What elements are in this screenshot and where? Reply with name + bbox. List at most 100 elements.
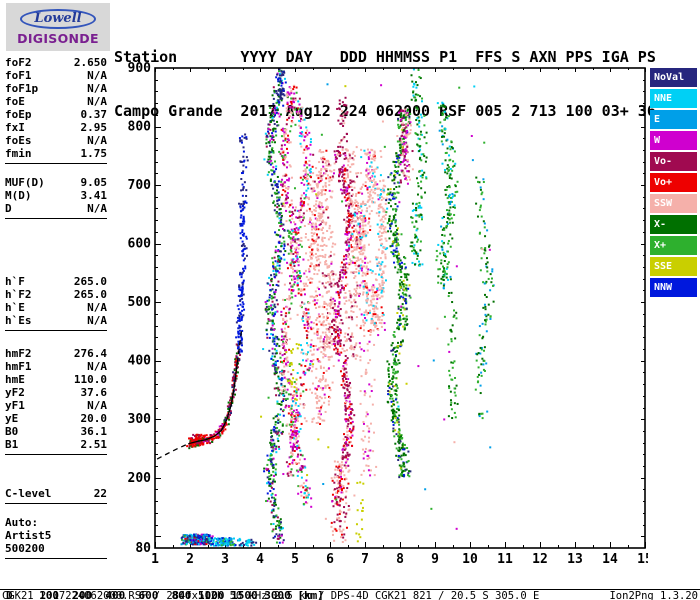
param-row: hmE 110.0 [5,373,107,386]
param-value: N/A [87,134,107,147]
param-row: foE N/A [5,95,107,108]
param-row: fxI 2.95 [5,121,107,134]
param-row: foEs N/A [5,134,107,147]
param-value: 265.0 [73,275,107,288]
param-row: Auto: [5,516,107,529]
param-row: hmF1 N/A [5,360,107,373]
param-row: B1 2.51 [5,438,107,451]
param-value: 265.0 [73,288,107,301]
digisonde-logo: Lowell DIGISONDE [6,3,110,51]
param-value: N/A [87,360,107,373]
param-separator [5,454,107,455]
param-row: fmin 1.75 [5,147,107,160]
d-row: D 100 200 400 600 800 1000 1500 3000 [km… [6,589,324,600]
param-group: C-level 22 [5,487,107,500]
param-label: h`Es [5,314,32,327]
legend-item-vo: Vo- [650,152,697,171]
param-row: C-level 22 [5,487,107,500]
param-value: 20.0 [80,412,108,425]
param-value: N/A [87,301,107,314]
param-label: hmF1 [5,360,32,373]
param-group: h`F 265.0 h`F2 265.0 h`E N/A h`Es N/A [5,275,107,327]
param-group: MUF(D) 9.05 M(D) 3.41 D N/A [5,176,107,215]
param-value: 1.75 [80,147,108,160]
param-label: foF1p [5,82,39,95]
velocity-legend: NoVal NNE E W Vo- Vo+ SSW X- X+ SSE NNW [650,68,697,299]
param-label: h`F2 [5,288,32,301]
param-label: foEs [5,134,32,147]
param-row: D N/A [5,202,107,215]
param-separator [5,558,107,559]
param-value: 2.650 [73,56,107,69]
ionogram-plot [118,55,648,567]
param-separator [5,218,107,219]
param-value: N/A [87,82,107,95]
param-value: N/A [87,69,107,82]
param-label: D [5,202,12,215]
parameter-panel: foF2 2.650 foF1 N/A foF1p N/A foE N/A foEp 0.37 fx… [5,56,107,559]
legend-item-vo: Vo+ [650,173,697,192]
param-row: yF1 N/A [5,399,107,412]
param-row: h`Es N/A [5,314,107,327]
legend-item-x: X- [650,215,697,234]
param-row: hmF2 276.4 [5,347,107,360]
param-label: foE [5,95,25,108]
param-row: yE 20.0 [5,412,107,425]
legend-item-nnw: NNW [650,278,697,297]
digisonde-logo-text: DIGISONDE [17,30,99,46]
param-label: 500200 [5,542,45,555]
param-label: yF2 [5,386,25,399]
param-label: foEp [5,108,32,121]
param-label: yE [5,412,19,425]
lowell-logo-text: Lowell [20,8,96,29]
param-separator [5,330,107,331]
param-value: N/A [87,314,107,327]
param-separator [5,163,107,164]
param-value: 22 [93,487,107,500]
param-label: h`F [5,275,25,288]
status-program-version: Ion2Png 1.3.20 [609,590,698,600]
param-value: 276.4 [73,347,107,360]
param-value: 2.51 [80,438,108,451]
param-label: fmin [5,147,32,160]
param-label: hmE [5,373,25,386]
param-label: M(D) [5,189,32,202]
param-value: N/A [87,202,107,215]
param-value: 36.1 [80,425,108,438]
param-value: 2.95 [80,121,108,134]
legend-item-nne: NNE [650,89,697,108]
param-label: yF1 [5,399,25,412]
param-value: N/A [87,399,107,412]
param-value: 9.05 [80,176,108,189]
param-row: yF2 37.6 [5,386,107,399]
param-row: 500200 [5,542,107,555]
param-group: hmF2 276.4 hmF1 N/A hmE 110.0 yF2 37.6 yF1 N/A yE 2… [5,347,107,451]
param-row: Artist5 [5,529,107,542]
param-value: N/A [87,95,107,108]
param-row: h`F 265.0 [5,275,107,288]
param-row: M(D) 3.41 [5,189,107,202]
legend-item-sse: SSE [650,257,697,276]
param-value: 37.6 [80,386,108,399]
param-label: foF1 [5,69,32,82]
legend-item-x: X+ [650,236,697,255]
param-label: MUF(D) [5,176,45,189]
d-muf-table: D 100 200 400 600 800 1000 1500 3000 [km… [6,567,331,600]
param-group: foF2 2.650 foF1 N/A foF1p N/A foE N/A foEp 0.37 fx… [5,56,107,160]
status-bar: CGK21_2017224062000.RSF / 284fx512h 50 k… [0,589,700,600]
legend-item-noval: NoVal [650,68,697,87]
param-label: fxI [5,121,25,134]
param-label: Artist5 [5,529,52,542]
param-label: Auto: [5,516,39,529]
param-value: 0.37 [80,108,108,121]
param-row: MUF(D) 9.05 [5,176,107,189]
param-label: B1 [5,438,19,451]
legend-item-ssw: SSW [650,194,697,213]
param-row: foEp 0.37 [5,108,107,121]
param-label: C-level [5,487,52,500]
param-label: h`E [5,301,25,314]
param-row: h`E N/A [5,301,107,314]
param-row: B0 36.1 [5,425,107,438]
param-label: foF2 [5,56,32,69]
